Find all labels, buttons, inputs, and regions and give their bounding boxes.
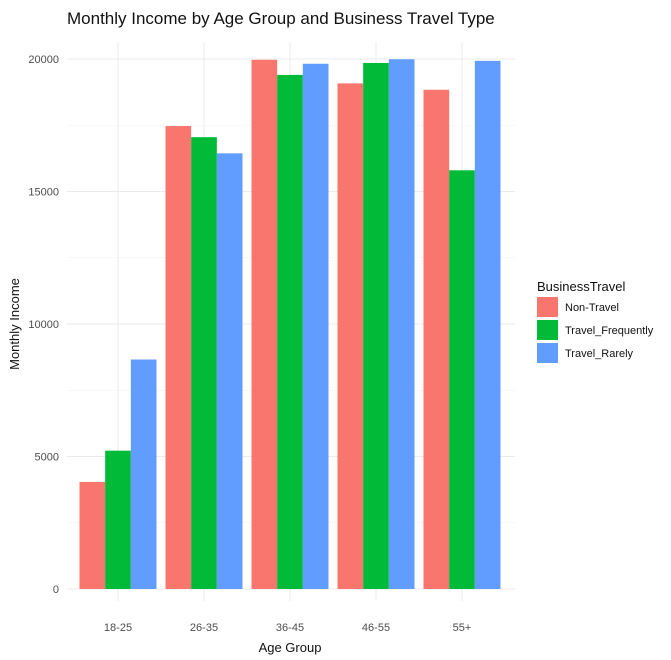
legend-swatch (537, 343, 558, 363)
y-tick-label: 20000 (28, 54, 59, 66)
y-tick-label: 10000 (28, 319, 59, 331)
y-axis-title: Monthly Income (7, 278, 22, 370)
x-tick-label: 26-35 (190, 622, 218, 634)
bar-travel-rarely-18-25 (130, 359, 157, 589)
x-axis-title: Age Group (259, 640, 322, 655)
bar-non-travel-55+ (423, 89, 450, 590)
x-tick-label: 55+ (453, 622, 472, 634)
bar-travel-rarely-55+ (474, 60, 501, 590)
bar-travel-frequently-46-55 (363, 62, 389, 590)
legend: BusinessTravel Non-Travel Travel_Frequent… (537, 279, 654, 363)
legend-swatch (537, 297, 558, 317)
y-tick-label: 0 (53, 584, 59, 596)
legend-swatch (537, 320, 558, 340)
bar-travel-frequently-36-45 (277, 74, 303, 589)
legend-title: BusinessTravel (537, 279, 625, 294)
bar-travel-rarely-46-55 (388, 59, 415, 589)
legend-label: Travel_Rarely (565, 348, 634, 360)
bar-travel-frequently-55+ (449, 170, 475, 590)
y-tick-label: 5000 (35, 452, 59, 464)
legend-label: Travel_Frequently (565, 325, 654, 337)
chart-title: Monthly Income by Age Group and Business… (67, 9, 495, 28)
x-axis-ticks: 18-25 26-35 36-45 46-55 55+ (104, 622, 471, 634)
x-tick-label: 36-45 (276, 622, 304, 634)
x-tick-label: 18-25 (104, 622, 132, 634)
bar-non-travel-26-35 (165, 126, 192, 590)
bar-non-travel-18-25 (79, 481, 106, 589)
bar-non-travel-36-45 (251, 59, 278, 590)
bar-travel-rarely-26-35 (216, 153, 243, 589)
legend-label: Non-Travel (565, 302, 619, 314)
bar-travel-rarely-36-45 (302, 63, 329, 589)
bar-travel-frequently-26-35 (191, 137, 217, 590)
x-tick-label: 46-55 (362, 622, 390, 634)
y-tick-label: 15000 (28, 187, 59, 199)
y-axis-ticks: 0 5000 10000 15000 20000 (28, 54, 59, 596)
bars (79, 59, 501, 590)
bar-non-travel-46-55 (337, 83, 364, 589)
bar-travel-frequently-18-25 (105, 450, 131, 589)
